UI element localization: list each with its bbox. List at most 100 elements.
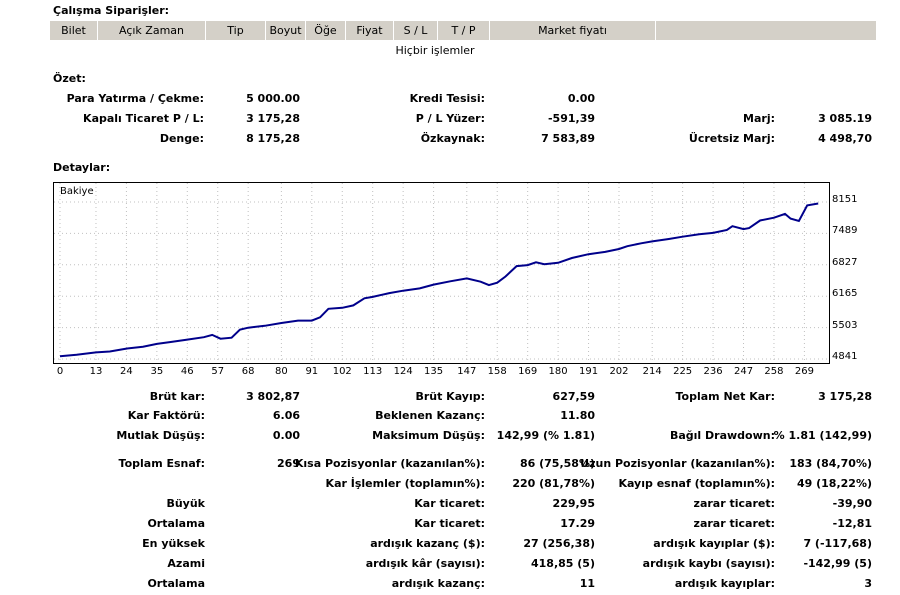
col-open-time[interactable]: Açık Zaman [98,21,206,40]
floating-pl-value: -591,39 [547,112,595,125]
x-tick-label: 124 [393,366,413,377]
avg-consec-losses-value: 3 [864,577,872,590]
y-tick-label: 6827 [832,256,858,268]
balance-value: 8 175,28 [246,132,300,145]
maximal-consec-profit-value: 418,85 (5) [531,557,595,570]
max-consec-losses-value: 7 (-117,68) [803,537,872,550]
maximum-label: En yüksek [142,537,205,550]
x-tick-label: 180 [548,366,568,377]
orders-table-header: Bilet Açık Zaman Tip Boyut Öğe Fiyat S /… [50,21,876,40]
x-tick-label: 247 [733,366,754,377]
col-sl[interactable]: S / L [394,21,438,40]
rel-drawdown-label: Bağıl Drawdown: [669,429,775,442]
col-tp[interactable]: T / P [438,21,490,40]
x-tick-label: 91 [305,366,319,377]
abs-drawdown-label: Mutlak Düşüş: [116,429,205,442]
largest-label: Büyük [166,497,205,510]
avg-consec-losses-label: ardışık kayıplar: [674,577,775,590]
closed-pl-label: Kapalı Ticaret P / L: [83,112,204,125]
avg-consec-wins-value: 11 [579,577,595,590]
long-positions-label: Uzun Pozisyonlar (kazanılan%): [580,457,775,470]
maximal-consec-loss-value: -142,99 (5) [803,557,872,570]
credit-label: Kredi Tesisi: [409,92,485,105]
credit-value: 0.00 [567,92,595,105]
deposit-value: 5 000.00 [246,92,300,105]
x-tick-label: 225 [673,366,693,377]
closed-pl-value: 3 175,28 [246,112,300,125]
avg-profit-label: Kar ticaret: [414,517,485,530]
long-positions-value: 183 (84,70%) [789,457,872,470]
short-positions-label: Kısa Pozisyonlar (kazanılan%): [294,457,485,470]
x-tick-label: 202 [609,366,629,377]
gross-loss-value: 627,59 [552,390,595,403]
largest-loss-label: zarar ticaret: [693,497,775,510]
avg-profit-value: 17.29 [560,517,595,530]
loss-trades-label: Kayıp esnaf (toplamın%): [618,477,775,490]
x-tick-label: 0 [56,366,64,377]
total-net-value: 3 175,28 [818,390,872,403]
orders-empty-text: Hiçbir işlemler [395,44,475,57]
maximal-label: Azami [167,557,205,570]
x-tick-label: 169 [518,366,538,377]
col-item[interactable]: Öğe [306,21,346,40]
deposit-label: Para Yatırma / Çekme: [66,92,204,105]
free-margin-value: 4 498,70 [818,132,872,145]
floating-pl-label: P / L Yüzer: [415,112,485,125]
x-tick-label: 102 [332,366,352,377]
details-title: Detaylar: [53,161,111,174]
max-consec-losses-label: ardışık kayıplar ($): [653,537,775,550]
x-tick-label: 214 [642,366,662,377]
maximal-consec-profit-label: ardışık kâr (sayısı): [365,557,485,570]
x-tick-label: 236 [703,366,723,377]
x-tick-label: 147 [457,366,477,377]
col-price[interactable]: Fiyat [346,21,394,40]
avg-consec-wins-label: ardışık kazanç: [391,577,485,590]
gross-loss-label: Brüt Kayıp: [415,390,485,403]
profit-trades-label: Kar İşlemler (toplamın%): [325,477,485,490]
largest-profit-label: Kar ticaret: [414,497,485,510]
abs-drawdown-value: 0.00 [272,429,300,442]
y-tick-label: 5503 [832,319,858,331]
y-tick-label: 6165 [832,288,858,300]
x-tick-label: 80 [275,366,288,377]
maximal-consec-loss-label: ardışık kaybı (sayısı): [642,557,775,570]
expected-payoff-label: Beklenen Kazanç: [375,409,485,422]
balance-label: Denge: [159,132,204,145]
col-type[interactable]: Tip [206,21,266,40]
col-market-price[interactable]: Market fiyatı [490,21,656,40]
balance-line [59,202,819,358]
largest-profit-value: 229,95 [552,497,595,510]
free-margin-label: Ücretsiz Marj: [688,132,775,145]
max-consec-wins-label: ardışık kazanç ($): [370,537,485,550]
max-drawdown-value: 142,99 (% 1.81) [496,429,595,442]
x-tick-label: 113 [363,366,383,377]
equity-value: 7 583,89 [541,132,595,145]
total-net-label: Toplam Net Kar: [675,390,775,403]
y-tick-label: 4841 [832,351,858,362]
largest-loss-value: -39,90 [832,497,872,510]
max-drawdown-label: Maksimum Düşüş: [372,429,485,442]
short-positions-value: 86 (75,58%) [519,457,595,470]
col-ticket[interactable]: Bilet [50,21,98,40]
balance-chart: Bakiye [53,182,830,364]
gross-profit-value: 3 802,87 [246,390,300,403]
x-tick-label: 57 [211,366,225,377]
x-tick-label: 135 [424,366,444,377]
x-tick-label: 191 [579,366,599,377]
margin-label: Marj: [743,112,775,125]
x-tick-label: 46 [180,366,194,377]
x-tick-label: 158 [487,366,507,377]
col-size[interactable]: Boyut [266,21,306,40]
total-trades-label: Toplam Esnaf: [118,457,205,470]
equity-label: Özkaynak: [420,132,485,145]
rel-drawdown-value: % 1.81 (142,99) [773,429,872,442]
profit-factor-label: Kar Faktörü: [127,409,205,422]
profit-factor-value: 6.06 [272,409,300,422]
x-tick-label: 258 [764,366,784,377]
avg-loss-value: -12,81 [832,517,872,530]
x-tick-label: 24 [120,366,133,377]
average2-label: Ortalama [147,577,205,590]
average-label: Ortalama [147,517,205,530]
summary-title: Özet: [53,72,86,85]
y-tick-label: 8151 [832,194,858,205]
